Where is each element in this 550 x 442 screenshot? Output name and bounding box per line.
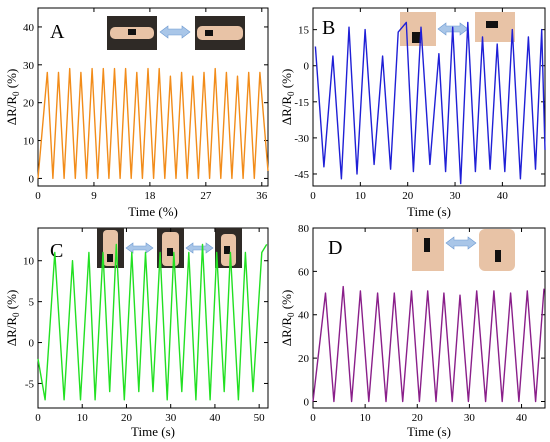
panel-b-y-tick-label: -30 [294, 133, 309, 145]
panel-c-x-axis-label: Time (s) [131, 424, 175, 439]
panel-a-x-tick-label: 9 [91, 190, 97, 202]
panel-b-letter: B [322, 17, 335, 39]
panel-c-y-tick-label: -5 [25, 378, 35, 390]
panel-d-x-tick-label: 20 [412, 412, 424, 424]
panel-a-x-axis-label: Time (%) [128, 204, 178, 219]
hand-skin [197, 26, 243, 40]
sensor-patch [167, 248, 173, 256]
panel-a-y-axis-label: ΔR/R0 (%) [4, 69, 21, 126]
panel-a-plot-area [37, 7, 269, 187]
panel-d-y-tick-label: 20 [298, 353, 310, 365]
panel-c-x-tick-label: 50 [254, 412, 266, 424]
panel-d-inset-photos [412, 229, 515, 271]
panel-a-x-tick-label: 36 [256, 190, 268, 202]
panel-b-y-axis-label: ΔR/R0 (%) [279, 69, 296, 126]
panel-a-y-tick-label: 10 [23, 136, 35, 148]
panel-a-series-line [37, 67, 269, 180]
panel-c-x-tick-label: 0 [35, 412, 41, 424]
panel-a-y-tick-label: 0 [29, 173, 35, 185]
panel-b-x-tick-label: 10 [355, 190, 367, 202]
panel-c-y-tick-label: 0 [29, 338, 35, 350]
double-arrow-icon [159, 25, 191, 39]
panel-c-y-tick-label: 10 [23, 256, 35, 268]
panel-b-y-tick-label: 15 [298, 25, 310, 37]
panel-c-x-tick-label: 10 [77, 412, 89, 424]
panel-d-letter: D [328, 237, 342, 259]
sensor-patch [486, 21, 498, 28]
sensor-patch [224, 246, 230, 254]
panel-b-x-tick-label: 40 [497, 190, 509, 202]
panel-d-x-tick-label: 30 [464, 412, 476, 424]
panel-d-y-tick-label: 40 [298, 310, 310, 322]
sensor-patch [107, 254, 113, 262]
panel-d-y-tick-label: 60 [298, 266, 310, 278]
panel-b-y-tick-label: -45 [294, 169, 309, 181]
panel-c-x-tick-label: 40 [209, 412, 221, 424]
panel-b-x-axis-label: Time (s) [407, 204, 451, 219]
panel-c-x-tick-label: 20 [121, 412, 133, 424]
panel-b-series-line [314, 21, 546, 185]
double-arrow-icon [445, 236, 477, 250]
double-arrow-icon [125, 242, 154, 254]
panel-d-series-line [312, 285, 545, 403]
panel-c-x-tick-label: 30 [165, 412, 177, 424]
panel-d-plot-area [312, 227, 546, 409]
panel-b-y-tick-label: 0 [304, 61, 310, 73]
panel-c-y-tick-label: 5 [29, 297, 35, 309]
panel-d-x-tick-label: 10 [360, 412, 372, 424]
panel-d-x-tick-label: 40 [516, 412, 528, 424]
panel-c-letter: C [50, 240, 63, 262]
panel-b-x-tick-label: 30 [450, 190, 462, 202]
panel-a-y-tick-label: 20 [23, 98, 35, 110]
wrist-skin [103, 230, 118, 266]
panel-c-plot-area [37, 227, 269, 409]
panel-a-y-tick-label: 30 [23, 60, 35, 72]
panel-c-y-axis-label: ΔR/R0 (%) [4, 290, 21, 347]
panel-c-series-line [37, 243, 268, 401]
chart-content: 0 9 18 27 36 0 10 20 30 40 Time (%) ΔR/R0 (%) 0 10 20 3… [4, 8, 546, 439]
panel-b-x-tick-label: 0 [310, 190, 316, 202]
sensor-patch [495, 250, 501, 262]
panel-d-y-tick-label: 80 [298, 223, 310, 235]
sensor-patch [205, 30, 213, 36]
double-arrow-icon [185, 242, 214, 254]
panel-b-y-tick-label: -15 [294, 97, 309, 109]
panel-b-inset-photos [400, 12, 515, 46]
panel-a-letter: A [50, 21, 65, 43]
panel-a-x-tick-label: 18 [144, 190, 156, 202]
panel-b-plot-area [312, 7, 546, 187]
sensor-patch [128, 29, 136, 35]
panel-a-y-tick-label: 40 [23, 22, 35, 34]
panel-c-inset-photos [97, 228, 242, 268]
sensor-patch [412, 32, 421, 43]
sensor-patch [424, 238, 430, 252]
panel-a-inset-photos [107, 16, 245, 50]
panel-b-x-tick-label: 20 [402, 190, 414, 202]
panel-d-y-tick-label: 0 [304, 396, 310, 408]
panel-a-x-tick-label: 27 [200, 190, 212, 202]
panel-d-x-tick-label: 0 [310, 412, 316, 424]
panel-d-y-axis-label: ΔR/R0 (%) [279, 290, 296, 347]
panel-a-x-tick-label: 0 [35, 190, 41, 202]
panel-d-x-axis-label: Time (s) [407, 424, 451, 439]
